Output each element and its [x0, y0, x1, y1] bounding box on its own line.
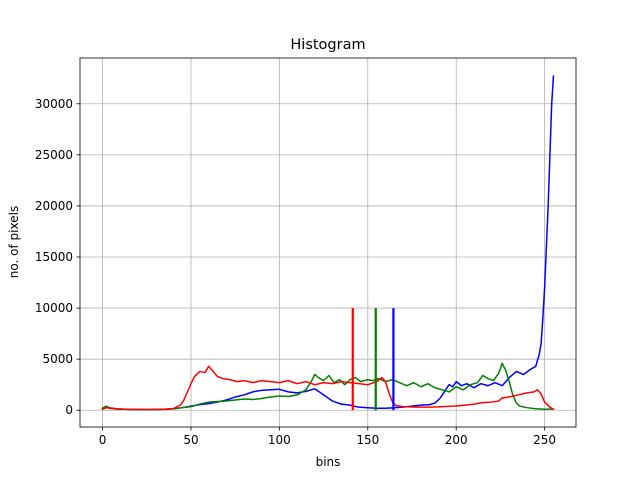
y-tick-label: 10000: [35, 301, 73, 315]
y-tick-label: 20000: [35, 199, 73, 213]
x-tick-label: 200: [445, 433, 468, 447]
x-tick-label: 150: [356, 433, 379, 447]
green-channel-line: [101, 362, 555, 411]
y-tick-label: 5000: [42, 352, 73, 366]
red-channel-line: [101, 365, 555, 411]
y-gridlines: [80, 103, 576, 411]
x-tick-label: 50: [183, 433, 198, 447]
x-tick-label: 250: [533, 433, 556, 447]
y-tick-label: 0: [65, 403, 73, 417]
x-axis-ticks: 0 50 100 150 200 250: [99, 427, 556, 447]
x-tick-label: 100: [268, 433, 291, 447]
y-tick-label: 15000: [35, 250, 73, 264]
plot-frame: [79, 57, 577, 428]
y-axis-ticks: 0 5000 10000 15000 20000 25000 30000: [35, 97, 80, 417]
y-tick-label: 25000: [35, 148, 73, 162]
vertical-marker-layer: [351, 308, 395, 411]
y-tick-label: 30000: [35, 97, 73, 111]
chart-title: Histogram: [290, 37, 365, 53]
y-axis-label: no. of pixels: [7, 206, 21, 278]
x-tick-label: 0: [99, 433, 107, 447]
x-axis-label: bins: [316, 455, 341, 469]
x-gridlines: [102, 58, 546, 427]
